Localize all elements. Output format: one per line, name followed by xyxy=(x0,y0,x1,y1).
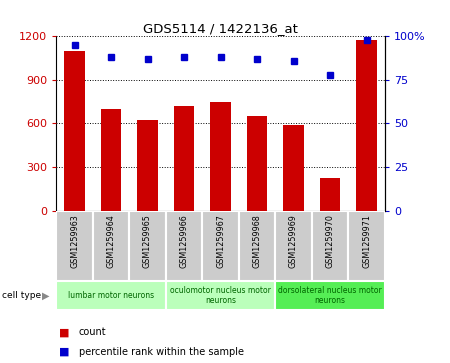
Text: count: count xyxy=(79,327,106,337)
Text: GSM1259967: GSM1259967 xyxy=(216,214,225,268)
Text: dorsolateral nucleus motor
neurons: dorsolateral nucleus motor neurons xyxy=(278,286,382,305)
Bar xyxy=(320,178,340,211)
Text: ▶: ▶ xyxy=(42,290,50,301)
Text: GSM1259963: GSM1259963 xyxy=(70,214,79,268)
Bar xyxy=(247,116,267,211)
Bar xyxy=(275,211,312,281)
Text: cell type: cell type xyxy=(2,291,41,300)
Bar xyxy=(356,40,377,211)
Bar xyxy=(284,125,304,211)
Bar xyxy=(64,51,85,211)
Bar xyxy=(101,109,121,211)
Bar xyxy=(312,211,348,281)
Bar xyxy=(174,106,194,211)
Bar xyxy=(166,211,202,281)
Text: GSM1259968: GSM1259968 xyxy=(252,214,261,268)
Text: ■: ■ xyxy=(58,347,69,357)
Text: ■: ■ xyxy=(58,327,69,337)
Text: GSM1259966: GSM1259966 xyxy=(180,214,189,268)
Text: GSM1259965: GSM1259965 xyxy=(143,214,152,268)
Text: percentile rank within the sample: percentile rank within the sample xyxy=(79,347,244,357)
Bar xyxy=(129,211,166,281)
Bar xyxy=(202,211,239,281)
Text: GSM1259964: GSM1259964 xyxy=(107,214,116,268)
Bar xyxy=(239,211,275,281)
Text: oculomotor nucleus motor
neurons: oculomotor nucleus motor neurons xyxy=(170,286,271,305)
Bar xyxy=(56,281,166,310)
Bar xyxy=(275,281,385,310)
Bar xyxy=(137,120,158,211)
Text: lumbar motor neurons: lumbar motor neurons xyxy=(68,291,154,300)
Bar xyxy=(93,211,129,281)
Bar xyxy=(211,102,230,211)
Text: GSM1259971: GSM1259971 xyxy=(362,214,371,268)
Bar xyxy=(348,211,385,281)
Text: GSM1259970: GSM1259970 xyxy=(325,214,334,268)
Bar xyxy=(56,211,93,281)
Bar xyxy=(166,281,275,310)
Title: GDS5114 / 1422136_at: GDS5114 / 1422136_at xyxy=(143,22,298,35)
Text: GSM1259969: GSM1259969 xyxy=(289,214,298,268)
